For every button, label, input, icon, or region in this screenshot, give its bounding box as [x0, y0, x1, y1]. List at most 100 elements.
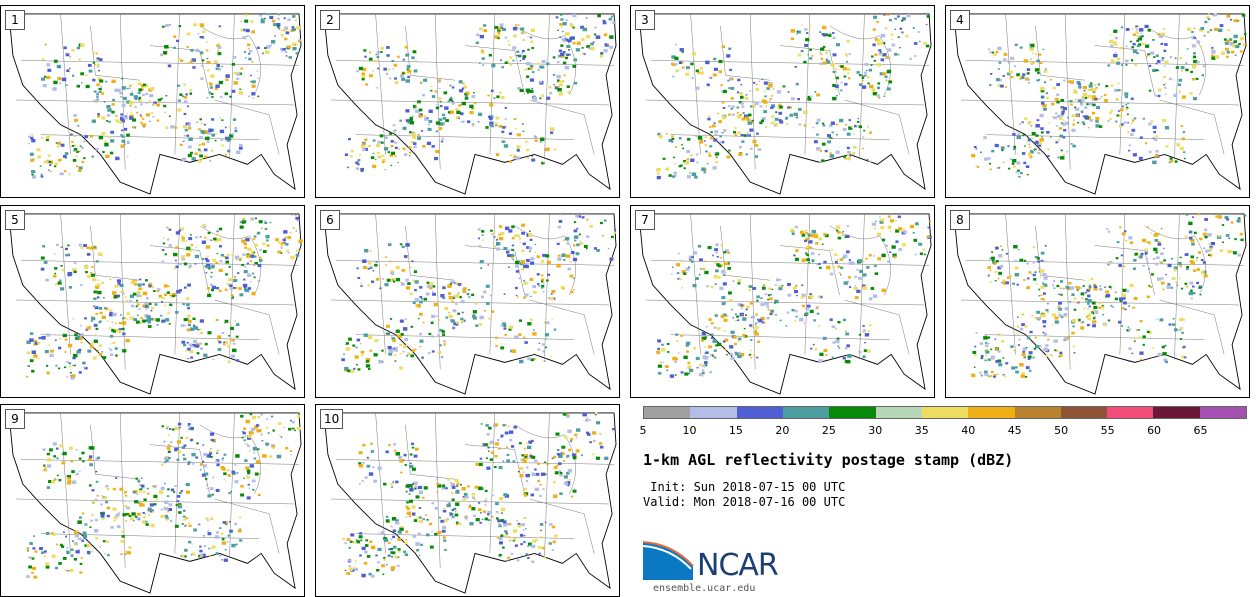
echo-cell	[96, 65, 99, 68]
echo-cell	[1124, 230, 1127, 233]
echo-cell	[887, 215, 891, 218]
echo-cell	[1192, 97, 1198, 101]
echo-cell	[463, 492, 468, 496]
echo-cell	[1042, 331, 1045, 334]
echo-cell	[998, 78, 1002, 82]
echo-cell	[1063, 337, 1068, 341]
echo-cell	[1132, 33, 1136, 36]
echo-cell	[69, 67, 71, 70]
state-border	[174, 13, 181, 155]
echo-cell	[438, 127, 443, 131]
echo-cell	[142, 319, 146, 323]
echo-cell	[81, 451, 85, 455]
echo-cell	[110, 130, 115, 134]
echo-cell	[459, 483, 462, 486]
echo-cell	[1197, 251, 1202, 254]
echo-cell	[867, 330, 871, 333]
echo-cell	[530, 358, 534, 362]
echo-cell	[46, 452, 50, 456]
echo-cell	[1059, 287, 1062, 290]
echo-cell	[1127, 359, 1131, 362]
echo-cell	[97, 456, 101, 460]
echo-cell	[827, 134, 831, 138]
echo-cell	[1133, 117, 1137, 120]
echo-cell	[390, 547, 394, 551]
echo-cell	[728, 149, 731, 152]
echo-cell	[193, 326, 198, 330]
echo-cell	[1010, 75, 1014, 79]
echo-cell	[522, 458, 526, 461]
echo-cell	[377, 561, 381, 564]
echo-cell	[437, 334, 440, 337]
echo-cell	[849, 154, 852, 157]
echo-cell	[164, 457, 168, 461]
echo-cell	[1179, 338, 1183, 340]
echo-cell	[1110, 288, 1113, 290]
echo-cell	[431, 290, 434, 293]
echo-cell	[563, 481, 569, 485]
echo-cell	[1087, 313, 1092, 317]
echo-cell	[238, 516, 242, 519]
echo-cell	[112, 487, 116, 491]
echo-cell	[480, 295, 484, 299]
echo-cell	[1112, 41, 1117, 45]
echo-cell	[347, 369, 351, 373]
echo-cell	[194, 263, 197, 265]
echo-cell	[479, 260, 484, 264]
echo-cell	[507, 254, 511, 257]
echo-cell	[137, 480, 141, 483]
echo-cell	[83, 244, 87, 248]
echo-cell	[805, 245, 810, 249]
echo-cell	[1039, 269, 1045, 273]
state-border	[844, 99, 910, 155]
echo-cell	[1243, 33, 1247, 35]
echo-cell	[1033, 278, 1037, 281]
echo-cell	[897, 36, 900, 38]
echo-cell	[131, 304, 135, 308]
echo-cell	[164, 461, 167, 463]
echo-cell	[384, 136, 389, 139]
echo-cell	[1159, 318, 1164, 322]
echo-cell	[559, 492, 563, 496]
echo-cell	[479, 62, 481, 64]
echo-cell	[43, 468, 47, 472]
echo-cell	[737, 354, 742, 359]
echo-cell	[34, 341, 39, 345]
echo-cell	[1125, 108, 1128, 111]
echo-cell	[448, 314, 453, 318]
echo-cell	[1164, 86, 1167, 89]
echo-cell	[406, 501, 409, 504]
echo-cell	[423, 115, 427, 118]
echo-cell	[132, 491, 136, 494]
echo-cell	[93, 99, 98, 103]
echo-cell	[676, 263, 681, 267]
echo-cell	[721, 302, 726, 306]
echo-cell	[101, 495, 104, 497]
echo-cell	[411, 467, 416, 471]
echo-cell	[80, 341, 83, 344]
echo-cell	[494, 122, 498, 126]
echo-cell	[736, 111, 739, 114]
echo-cell	[837, 345, 840, 347]
echo-cell	[677, 277, 680, 280]
echo-cell	[461, 87, 465, 90]
echo-cell	[1135, 28, 1138, 31]
echo-cell	[258, 473, 260, 475]
echo-cell	[235, 454, 240, 458]
echo-cell	[1179, 146, 1184, 150]
echo-cell	[665, 167, 670, 171]
echo-cell	[1125, 240, 1128, 242]
echo-cell	[1090, 277, 1094, 281]
echo-cell	[1161, 32, 1165, 36]
echo-cell	[132, 519, 135, 522]
echo-cell	[1014, 366, 1018, 369]
state-border	[464, 444, 525, 495]
echo-cell	[1156, 256, 1160, 260]
echo-cell	[61, 461, 66, 465]
echo-cell	[805, 38, 810, 42]
echo-cell	[109, 151, 114, 155]
echo-cell	[1127, 131, 1130, 134]
echo-cell	[390, 144, 394, 148]
echo-cell	[768, 100, 771, 103]
echo-cell	[1113, 53, 1118, 58]
